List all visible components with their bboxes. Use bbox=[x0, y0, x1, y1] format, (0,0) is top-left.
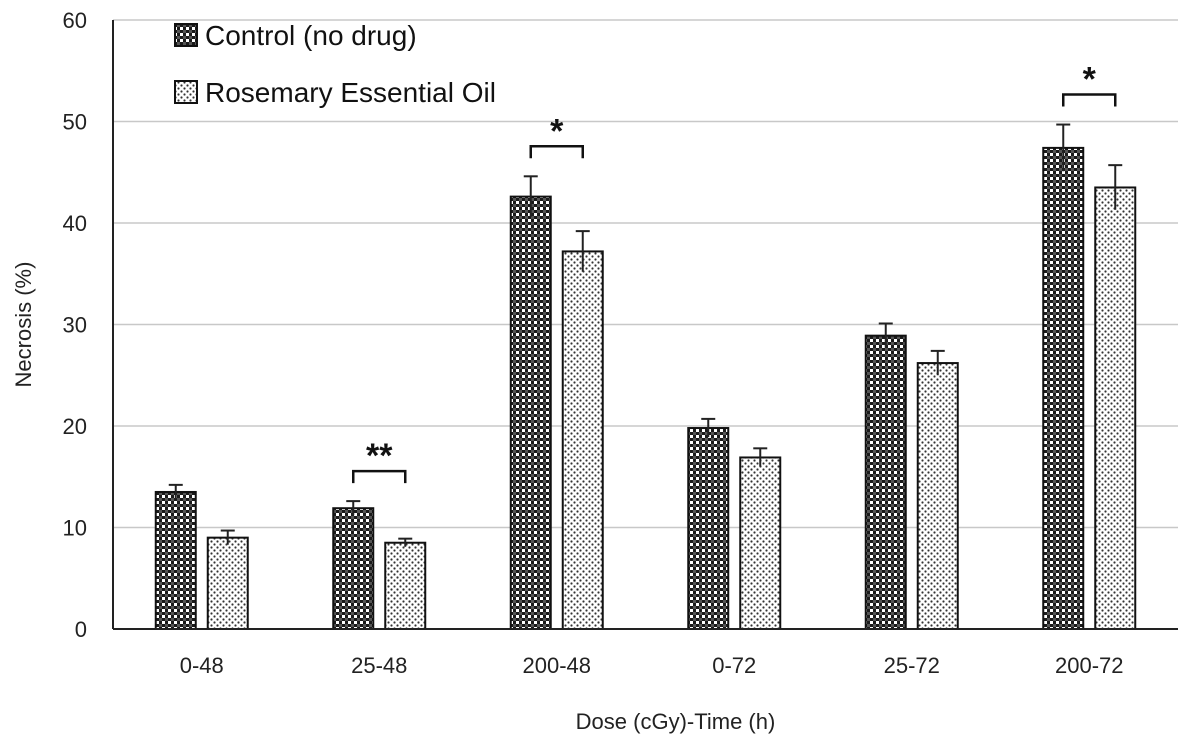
x-tick-label: 200-48 bbox=[522, 653, 591, 678]
y-tick-label: 50 bbox=[63, 110, 87, 135]
legend-swatch-rosemary bbox=[174, 80, 198, 104]
x-tick-label: 0-48 bbox=[180, 653, 224, 678]
bar-control-200-48 bbox=[509, 195, 552, 631]
bar-rosemary-25-72 bbox=[916, 362, 959, 630]
x-tick-label: 0-72 bbox=[712, 653, 756, 678]
y-tick-label: 60 bbox=[63, 8, 87, 33]
legend-swatch-control bbox=[174, 23, 198, 47]
x-tick-label: 200-72 bbox=[1055, 653, 1124, 678]
bars bbox=[154, 123, 1137, 631]
significance-label: * bbox=[1083, 61, 1097, 99]
significance-label: * bbox=[550, 112, 564, 150]
significance-bracket bbox=[529, 145, 584, 159]
significance-bracket bbox=[352, 469, 407, 484]
y-axis-title: Necrosis (%) bbox=[11, 262, 36, 388]
axes: 0 10 20 30 40 50 60 0-48 25-48 200-48 0-72 25-72 200… bbox=[11, 8, 1178, 734]
y-tick-label: 40 bbox=[63, 211, 87, 236]
significance-bracket bbox=[1062, 93, 1117, 107]
legend-label-rosemary: Rosemary Essential Oil bbox=[205, 77, 496, 108]
x-axis-title: Dose (cGy)-Time (h) bbox=[576, 709, 776, 734]
bar-control-25-48 bbox=[332, 507, 375, 630]
bar-rosemary-0-48 bbox=[206, 536, 249, 631]
significance-annotations: **** bbox=[352, 61, 1117, 484]
bar-control-200-72 bbox=[1042, 146, 1085, 630]
y-tick-label: 20 bbox=[63, 414, 87, 439]
bar-rosemary-25-48 bbox=[384, 541, 427, 630]
y-tick-label: 0 bbox=[75, 617, 87, 642]
bar-control-0-48 bbox=[154, 490, 197, 630]
y-tick-label: 30 bbox=[63, 313, 87, 338]
bar-rosemary-0-72 bbox=[739, 456, 782, 630]
bar-control-0-72 bbox=[687, 427, 730, 630]
bar-rosemary-200-72 bbox=[1094, 186, 1137, 630]
bar-control-25-72 bbox=[864, 334, 907, 630]
legend-label-control: Control (no drug) bbox=[205, 20, 417, 51]
x-tick-label: 25-72 bbox=[884, 653, 940, 678]
x-tick-label: 25-48 bbox=[351, 653, 407, 678]
bar-rosemary-200-48 bbox=[561, 250, 604, 630]
gridlines bbox=[113, 19, 1178, 529]
y-tick-label: 10 bbox=[63, 516, 87, 541]
legend: Control (no drug) Rosemary Essential Oil bbox=[174, 20, 496, 108]
significance-label: ** bbox=[366, 437, 393, 475]
